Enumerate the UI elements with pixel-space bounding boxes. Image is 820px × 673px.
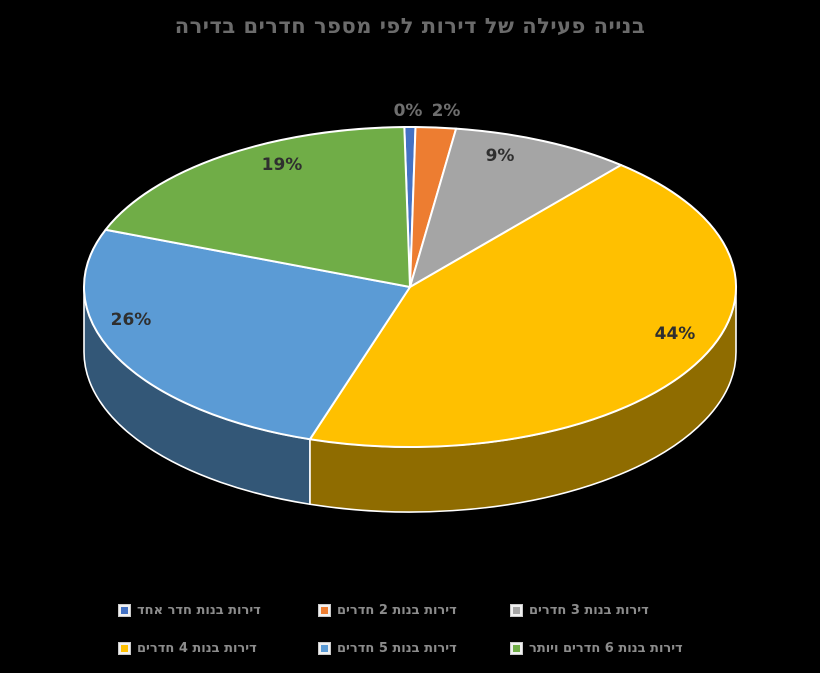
- legend-swatch-icon: [118, 641, 131, 655]
- pie-data-label: 44%: [655, 324, 696, 344]
- legend-label: דירות בנות 5 חדרים: [337, 640, 457, 656]
- pie-data-label: 2%: [432, 101, 461, 121]
- legend-swatch-icon: [510, 603, 523, 617]
- pie-data-label: 26%: [111, 310, 152, 330]
- chart-title: בנייה פעילה של דירות לפי מספר חדרים בדיר…: [174, 14, 646, 38]
- legend-item: דירות בנות 2 חדרים: [318, 600, 457, 620]
- legend-label: דירות בנות 3 חדרים: [529, 602, 649, 618]
- legend-item: דירות בנות 6 חדרים ויותר: [510, 638, 683, 658]
- legend-swatch-icon: [118, 603, 131, 617]
- legend-label: דירות בנות 6 חדרים ויותר: [529, 640, 683, 656]
- legend-item: דירות בנות חדר אחד: [118, 600, 261, 620]
- legend-swatch-icon: [318, 603, 331, 617]
- legend-swatch-icon: [510, 641, 523, 655]
- legend-item: דירות בנות 3 חדרים: [510, 600, 649, 620]
- legend-label: דירות בנות 4 חדרים: [137, 640, 257, 656]
- pie-data-label: 0%: [394, 101, 423, 121]
- legend-item: דירות בנות 4 חדרים: [118, 638, 257, 658]
- pie-slice: [104, 126, 411, 288]
- legend-swatch-icon: [318, 641, 331, 655]
- legend-label: דירות בנות 2 חדרים: [337, 602, 457, 618]
- pie-data-label: 19%: [262, 155, 303, 175]
- pie-data-label: 9%: [486, 146, 515, 166]
- legend-item: דירות בנות 5 חדרים: [318, 638, 457, 658]
- pie-slice: [83, 228, 411, 441]
- pie-slice: [409, 127, 623, 288]
- pie-slice: [308, 164, 737, 448]
- legend-label: דירות בנות חדר אחד: [137, 602, 261, 618]
